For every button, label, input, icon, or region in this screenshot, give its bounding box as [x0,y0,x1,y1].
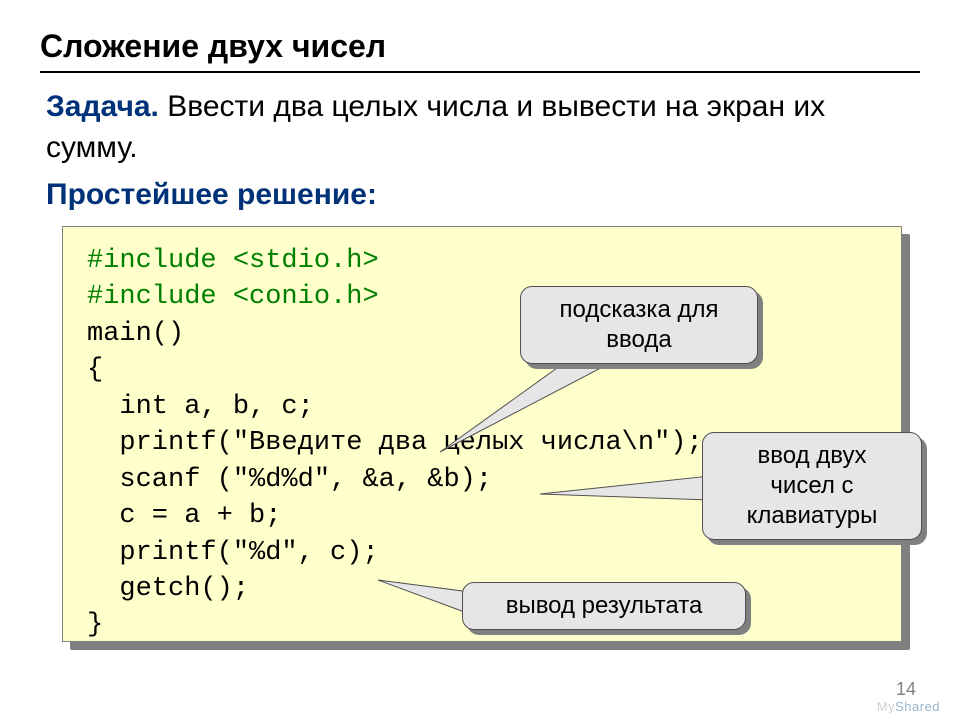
callout-hint: подсказка для ввода [520,286,758,364]
callout-output: вывод результата [462,582,746,630]
watermark: MyShared [877,699,940,714]
page-number: 14 [896,679,916,700]
page-title: Сложение двух чисел [40,28,920,73]
solution-label: Простейшее решение: [40,178,920,212]
callout-input: ввод двух чисел с клавиатуры [702,432,922,540]
task-body: Ввести два целых числа и вывести на экра… [46,90,825,164]
task-text: Задача. Ввести два целых числа и вывести… [40,87,920,168]
task-label: Задача. [46,90,159,123]
watermark-a: My [877,699,895,714]
watermark-b: Shared [895,699,940,714]
slide: Сложение двух чисел Задача. Ввести два ц… [0,0,960,720]
